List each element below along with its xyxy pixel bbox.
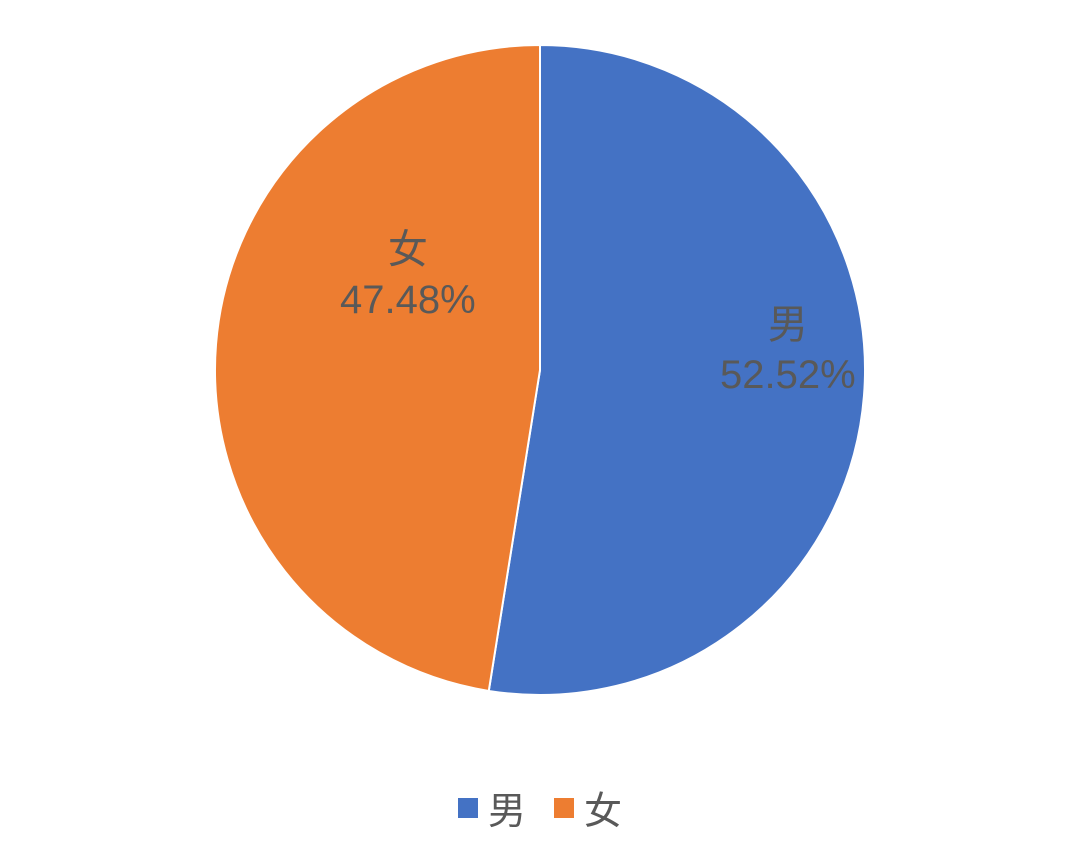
slice-label-female: 女 47.48%	[340, 225, 476, 325]
pie-slice	[215, 45, 540, 691]
slice-category-male: 男	[720, 300, 856, 350]
slice-percent-male: 52.52%	[720, 350, 856, 400]
legend-label-male: 男	[488, 780, 526, 835]
pie-chart-svg	[0, 0, 1080, 847]
legend-swatch-male	[458, 798, 478, 818]
legend-label-female: 女	[584, 780, 622, 835]
pie-chart-container: 男 52.52% 女 47.48% 男 女	[0, 0, 1080, 847]
legend-item-male: 男	[458, 780, 526, 835]
slice-category-female: 女	[340, 225, 476, 275]
slice-label-male: 男 52.52%	[720, 300, 856, 400]
chart-legend: 男 女	[0, 780, 1080, 835]
legend-item-female: 女	[554, 780, 622, 835]
legend-swatch-female	[554, 798, 574, 818]
slice-percent-female: 47.48%	[340, 275, 476, 325]
